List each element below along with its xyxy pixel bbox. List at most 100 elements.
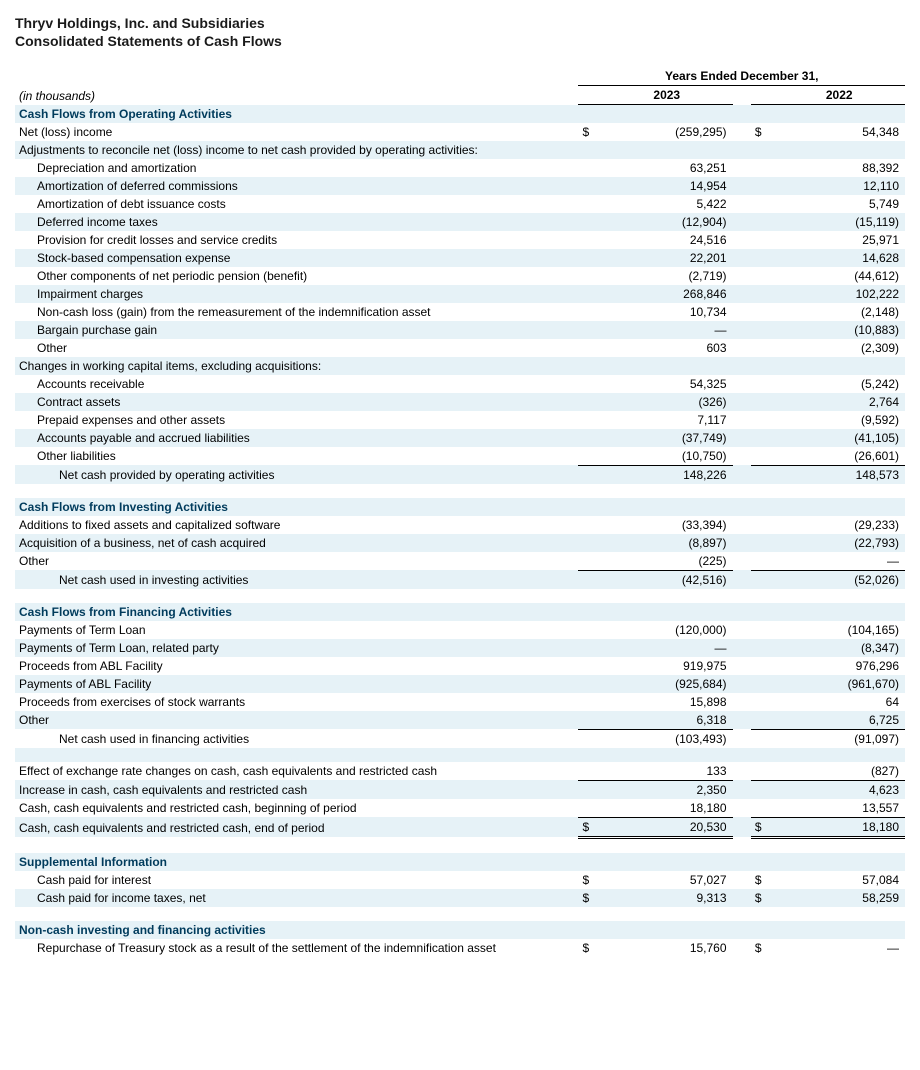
table-row: Adjustments to reconcile net (loss) inco…	[15, 141, 905, 159]
currency-symbol	[751, 429, 775, 447]
currency-symbol	[751, 639, 775, 657]
value-year-1: (2,719)	[603, 267, 733, 285]
currency-symbol	[751, 303, 775, 321]
currency-symbol	[578, 249, 602, 267]
value-year-1: 22,201	[603, 249, 733, 267]
value-year-1	[603, 853, 733, 871]
row-label: Acquisition of a business, net of cash a…	[15, 534, 578, 552]
row-label: Adjustments to reconcile net (loss) inco…	[15, 141, 578, 159]
unit-note: (in thousands)	[15, 86, 578, 105]
currency-symbol	[578, 159, 602, 177]
value-year-1: 14,954	[603, 177, 733, 195]
currency-symbol	[578, 853, 602, 871]
currency-symbol	[751, 603, 775, 621]
row-label: Cash Flows from Investing Activities	[15, 498, 578, 516]
currency-symbol: $	[578, 123, 602, 141]
value-year-2: (2,309)	[775, 339, 905, 357]
currency-symbol	[751, 780, 775, 799]
col-year-2: 2022	[775, 86, 905, 105]
table-row: Prepaid expenses and other assets7,117(9…	[15, 411, 905, 429]
value-year-2: (10,883)	[775, 321, 905, 339]
currency-symbol	[578, 799, 602, 818]
value-year-2: (41,105)	[775, 429, 905, 447]
table-row: Changes in working capital items, exclud…	[15, 357, 905, 375]
value-year-2: 13,557	[775, 799, 905, 818]
table-row: Cash, cash equivalents and restricted ca…	[15, 817, 905, 837]
currency-symbol	[578, 213, 602, 231]
table-row: Repurchase of Treasury stock as a result…	[15, 939, 905, 957]
row-label: Other liabilities	[15, 447, 578, 466]
value-year-2: (26,601)	[775, 447, 905, 466]
value-year-1: (259,295)	[603, 123, 733, 141]
value-year-1	[603, 105, 733, 123]
value-year-2: 102,222	[775, 285, 905, 303]
value-year-1: (8,897)	[603, 534, 733, 552]
table-row: Stock-based compensation expense22,20114…	[15, 249, 905, 267]
value-year-2: (15,119)	[775, 213, 905, 231]
table-row: Payments of Term Loan(120,000)(104,165)	[15, 621, 905, 639]
value-year-2: 64	[775, 693, 905, 711]
table-row: Effect of exchange rate changes on cash,…	[15, 762, 905, 781]
value-year-1: —	[603, 639, 733, 657]
table-row: Proceeds from ABL Facility919,975976,296	[15, 657, 905, 675]
currency-symbol	[578, 429, 602, 447]
currency-symbol	[751, 657, 775, 675]
currency-symbol: $	[751, 817, 775, 837]
currency-symbol	[578, 711, 602, 730]
value-year-2	[775, 853, 905, 871]
currency-symbol	[578, 762, 602, 781]
currency-symbol	[751, 498, 775, 516]
value-year-2	[775, 498, 905, 516]
company-title: Thryv Holdings, Inc. and Subsidiaries	[15, 15, 905, 31]
value-year-2: (827)	[775, 762, 905, 781]
table-row: Amortization of debt issuance costs5,422…	[15, 195, 905, 213]
currency-symbol	[751, 231, 775, 249]
row-label: Payments of Term Loan, related party	[15, 639, 578, 657]
value-year-1	[603, 921, 733, 939]
currency-symbol	[751, 105, 775, 123]
table-row: Other components of net periodic pension…	[15, 267, 905, 285]
currency-symbol	[578, 621, 602, 639]
col-year-1: 2023	[603, 86, 733, 105]
currency-symbol	[751, 141, 775, 159]
currency-symbol	[578, 141, 602, 159]
currency-symbol	[578, 657, 602, 675]
row-label: Net cash used in financing activities	[15, 729, 578, 748]
value-year-1: 2,350	[603, 780, 733, 799]
statement-title: Consolidated Statements of Cash Flows	[15, 33, 905, 49]
currency-symbol	[751, 675, 775, 693]
table-row: Additions to fixed assets and capitalize…	[15, 516, 905, 534]
table-row: Other(225)—	[15, 552, 905, 571]
value-year-1	[603, 357, 733, 375]
currency-symbol	[578, 177, 602, 195]
row-label: Other	[15, 339, 578, 357]
row-label: Proceeds from exercises of stock warrant…	[15, 693, 578, 711]
currency-symbol	[751, 159, 775, 177]
currency-symbol	[751, 447, 775, 466]
currency-symbol	[751, 177, 775, 195]
currency-symbol	[751, 621, 775, 639]
currency-symbol	[751, 285, 775, 303]
row-label: Increase in cash, cash equivalents and r…	[15, 780, 578, 799]
value-year-2: 14,628	[775, 249, 905, 267]
currency-symbol	[578, 534, 602, 552]
row-label: Deferred income taxes	[15, 213, 578, 231]
table-row: Cash, cash equivalents and restricted ca…	[15, 799, 905, 818]
currency-symbol: $	[751, 871, 775, 889]
value-year-2: 976,296	[775, 657, 905, 675]
currency-symbol	[751, 357, 775, 375]
value-year-1: (42,516)	[603, 570, 733, 589]
table-row: Cash Flows from Operating Activities	[15, 105, 905, 123]
value-year-2: 2,764	[775, 393, 905, 411]
currency-symbol	[578, 921, 602, 939]
value-year-1: 603	[603, 339, 733, 357]
table-row	[15, 748, 905, 762]
row-label: Other	[15, 552, 578, 571]
row-label: Depreciation and amortization	[15, 159, 578, 177]
table-row: Non-cash investing and financing activit…	[15, 921, 905, 939]
currency-symbol	[751, 195, 775, 213]
currency-symbol	[578, 411, 602, 429]
table-row	[15, 484, 905, 498]
table-row: Acquisition of a business, net of cash a…	[15, 534, 905, 552]
table-row: Impairment charges268,846102,222	[15, 285, 905, 303]
